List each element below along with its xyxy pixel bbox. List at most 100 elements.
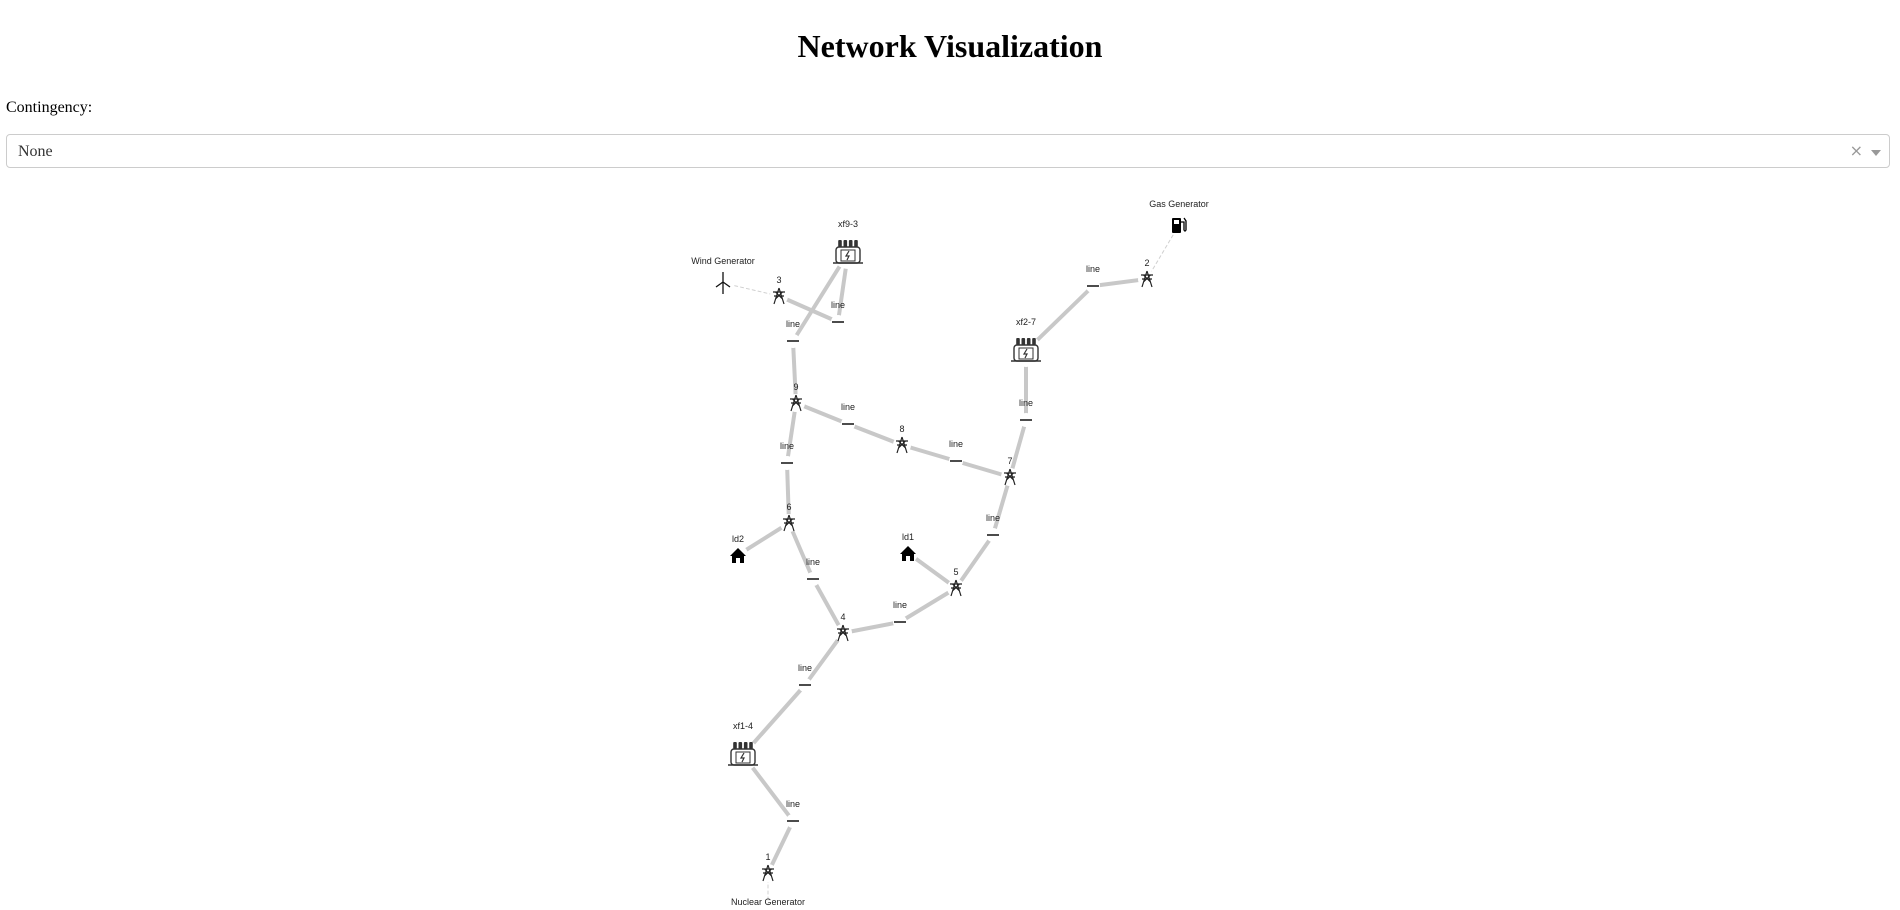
node-b8[interactable]: 8: [893, 424, 911, 454]
node-label: line: [1019, 398, 1033, 408]
node-label: Nuclear Generator: [731, 897, 805, 907]
edge-L_xf27_2-b2[interactable]: [1091, 277, 1149, 288]
transmission-tower-icon: [780, 514, 798, 532]
edge-L_9_8-b8[interactable]: [846, 422, 904, 447]
line-dash-icon: [841, 417, 855, 431]
node-label: line: [798, 663, 812, 673]
edge-b4-L_4_xf14[interactable]: [803, 631, 845, 687]
line-dash-icon: [806, 572, 820, 586]
clear-icon[interactable]: ×: [1849, 141, 1863, 160]
node-layer: Wind Generator 3 xf9-3 line line 9 line 8 line 7 l…: [691, 199, 1209, 907]
node-label: ld1: [902, 532, 914, 542]
node-xf14[interactable]: xf1-4: [727, 721, 759, 771]
edge-L_xf93_b9-b9[interactable]: [791, 339, 798, 405]
edge-L_8_7-b7[interactable]: [954, 459, 1012, 479]
edge-L_9_6-b6[interactable]: [785, 461, 791, 525]
edge-b5-L_5_4[interactable]: [898, 586, 958, 624]
node-L_xf93_b3[interactable]: line: [831, 300, 845, 329]
node-L_6_4[interactable]: line: [806, 557, 820, 586]
edge-L_xf14_1-b1[interactable]: [766, 819, 795, 875]
gas-pump-icon: [1168, 214, 1190, 236]
line-dash-icon: [786, 814, 800, 828]
page-title: Network Visualization: [797, 28, 1103, 64]
transmission-tower-icon: [834, 624, 852, 642]
node-L_7_5[interactable]: line: [986, 513, 1000, 542]
node-label: 5: [953, 567, 958, 577]
node-label: 8: [899, 424, 904, 434]
node-xf93[interactable]: xf9-3: [832, 219, 864, 269]
contingency-select[interactable]: None ×: [6, 134, 1890, 168]
node-ld2[interactable]: ld2: [728, 534, 748, 565]
wind-turbine-icon: [712, 272, 734, 294]
node-gas[interactable]: Gas Generator: [1149, 199, 1209, 236]
node-L_5_4[interactable]: line: [893, 600, 907, 629]
node-label: line: [786, 319, 800, 329]
edge-b9-L_9_8[interactable]: [794, 401, 850, 426]
house-icon: [898, 543, 918, 563]
node-b1[interactable]: 1: [759, 852, 777, 882]
node-label: line: [831, 300, 845, 310]
node-xf27[interactable]: xf2-7: [1010, 317, 1042, 367]
transmission-tower-icon: [947, 579, 965, 597]
node-L_xf14_1[interactable]: line: [786, 799, 800, 828]
line-dash-icon: [1019, 413, 1033, 427]
house-icon: [728, 545, 748, 565]
node-label: line: [893, 600, 907, 610]
node-L_9_8[interactable]: line: [841, 402, 855, 431]
node-label: ld2: [732, 534, 744, 544]
node-label: line: [806, 557, 820, 567]
node-L_8_7[interactable]: line: [949, 439, 963, 468]
node-b3[interactable]: 3: [770, 275, 788, 305]
node-L_4_xf14[interactable]: line: [798, 663, 812, 692]
edge-xf93-L_xf93_b9[interactable]: [791, 251, 850, 343]
node-b2[interactable]: 2: [1138, 258, 1156, 288]
edge-b3-L_xf93_b3[interactable]: [777, 294, 840, 324]
edge-b8-L_8_7[interactable]: [900, 443, 958, 463]
chevron-down-icon[interactable]: [1871, 150, 1881, 156]
edge-b2-gas[interactable]: [1146, 224, 1180, 280]
node-L_xf93_b9[interactable]: line: [786, 319, 800, 348]
node-label: 4: [840, 612, 845, 622]
transformer-icon: [727, 739, 759, 771]
node-nuclear[interactable]: Nuclear Generator: [731, 897, 805, 907]
node-L_xf27_7[interactable]: line: [1019, 398, 1033, 427]
node-b7[interactable]: 7: [1001, 456, 1019, 486]
node-b6[interactable]: 6: [780, 502, 798, 532]
node-label: 3: [776, 275, 781, 285]
edge-b7-L_7_5[interactable]: [991, 475, 1012, 537]
node-label: line: [780, 441, 794, 451]
node-label: line: [841, 402, 855, 412]
line-dash-icon: [949, 454, 963, 468]
edge-L_5_4-b4[interactable]: [841, 620, 902, 635]
node-wind[interactable]: Wind Generator: [691, 256, 755, 294]
node-label: xf2-7: [1016, 317, 1036, 327]
transmission-tower-icon: [787, 394, 805, 412]
edge-L_6_4-b4[interactable]: [811, 577, 845, 635]
node-label: xf9-3: [838, 219, 858, 229]
transmission-tower-icon: [893, 436, 911, 454]
edge-b7-L_xf27_7[interactable]: [1008, 418, 1028, 479]
line-dash-icon: [798, 678, 812, 692]
node-label: 2: [1144, 258, 1149, 268]
node-ld1[interactable]: ld1: [898, 532, 918, 563]
node-b5[interactable]: 5: [947, 567, 965, 597]
contingency-label: Contingency:: [6, 99, 93, 116]
node-b4[interactable]: 4: [834, 612, 852, 642]
edge-b9-L_9_6[interactable]: [785, 401, 798, 465]
edge-L_7_5-b5[interactable]: [954, 533, 995, 590]
line-dash-icon: [786, 334, 800, 348]
edge-b6-L_6_4[interactable]: [787, 521, 815, 581]
node-label: Gas Generator: [1149, 199, 1209, 209]
transformer-icon: [832, 237, 864, 269]
edge-wind-b3[interactable]: [722, 282, 780, 297]
node-L_9_6[interactable]: line: [780, 441, 794, 470]
node-label: line: [1086, 264, 1100, 274]
line-dash-icon: [893, 615, 907, 629]
node-b9[interactable]: 9: [787, 382, 805, 412]
edge-b6-ld2[interactable]: [736, 521, 791, 557]
node-L_xf27_2[interactable]: line: [1086, 264, 1100, 293]
transformer-icon: [1010, 335, 1042, 367]
node-label: 6: [786, 502, 791, 512]
node-label: 9: [793, 382, 798, 392]
